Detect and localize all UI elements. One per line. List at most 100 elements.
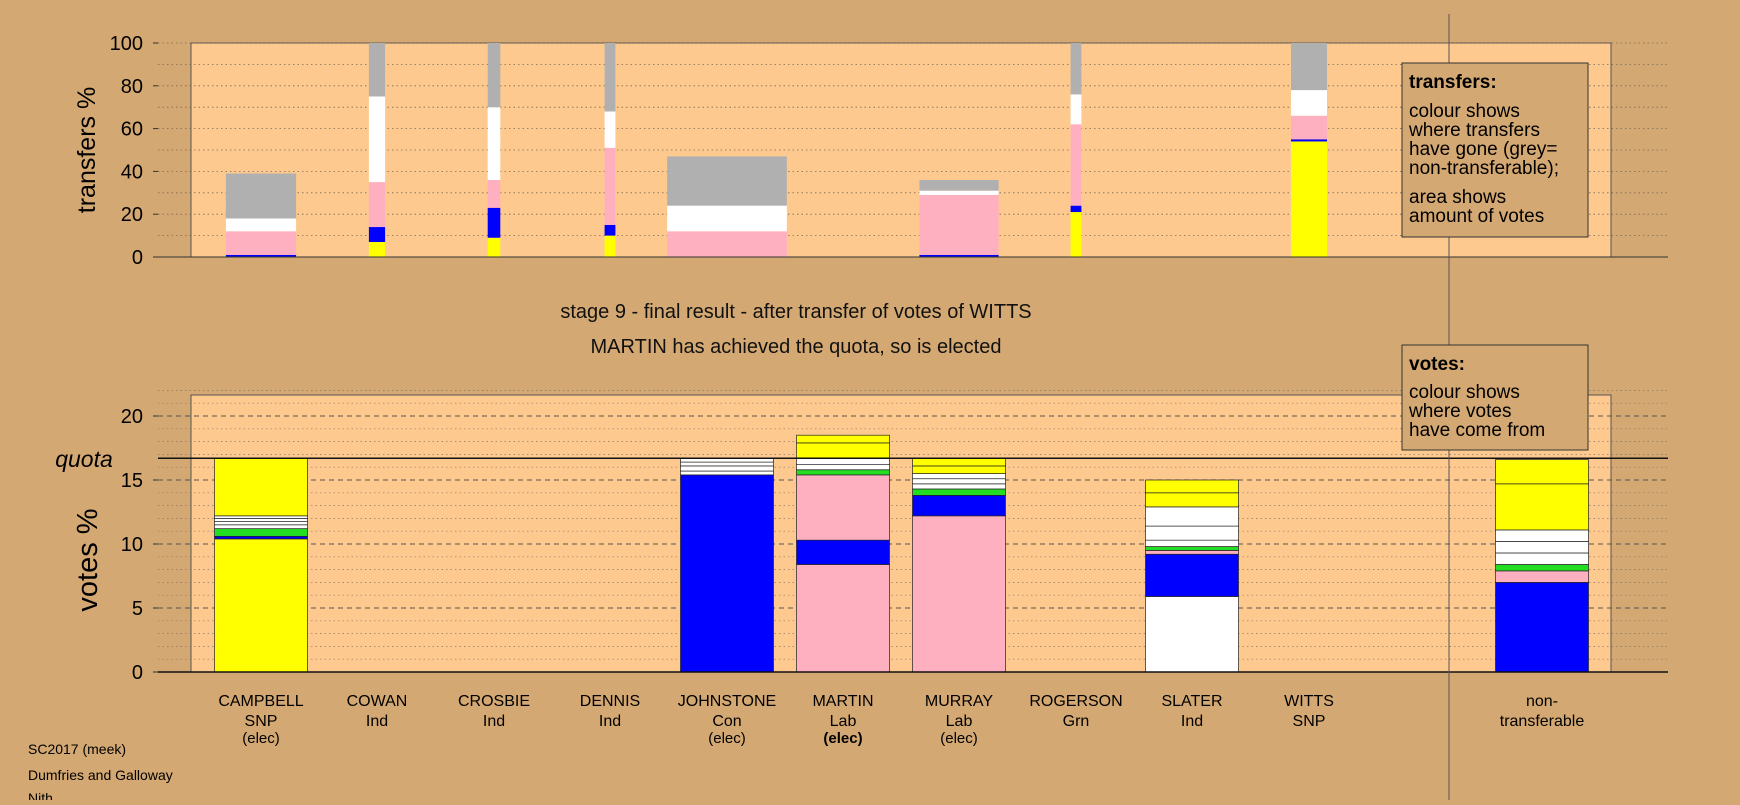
transfer-segment-rogerson [1070, 43, 1082, 95]
transfer-segment-cowan [368, 96, 386, 183]
vote-segment-campbell [214, 538, 308, 673]
vote-segment-campbell [214, 518, 308, 522]
vote-segment-slater [1145, 550, 1239, 555]
transfer-segment-johnstone [667, 156, 787, 206]
vote-segment-slater [1145, 479, 1239, 494]
vote-segment-slater [1145, 553, 1239, 597]
vote-segment-campbell [214, 524, 308, 529]
candidate-status: (elec) [823, 730, 862, 747]
transfer-segment-murray [919, 190, 999, 195]
candidate-name: SLATER [1161, 693, 1222, 710]
transfers-ytick-label: 40 [121, 161, 143, 183]
vote-segment-murray [912, 495, 1006, 517]
vote-segment-slater [1145, 596, 1239, 673]
non-transferable-label: transferable [1500, 713, 1585, 730]
transfers-legend: transfers: colour shows where transfers … [1401, 62, 1589, 238]
vote-segment-murray [912, 473, 1006, 480]
transfer-segment-cowan [368, 227, 386, 243]
transfer-segment-campbell [225, 173, 297, 219]
transfers-legend-line: area shows [1409, 187, 1506, 208]
transfer-segment-dennis [604, 235, 616, 257]
vote-segment-martin [796, 464, 890, 471]
vote-segment-martin [796, 469, 890, 476]
vote-segment-slater [1145, 506, 1239, 527]
votes-ytick-label: 0 [132, 662, 143, 684]
vote-segment-non-transferable [1495, 483, 1589, 531]
votes-legend-line: colour shows [1409, 382, 1520, 403]
transfer-segment-cowan [368, 242, 386, 257]
transfer-segment-dennis [604, 111, 616, 148]
transfer-segment-witts [1291, 139, 1327, 142]
votes-legend-heading: votes: [1409, 354, 1465, 375]
transfer-segment-witts [1291, 115, 1327, 140]
candidate-name: CAMPBELL [218, 693, 303, 710]
transfers-legend-line: where transfers [1408, 120, 1540, 141]
candidate-status: (elec) [242, 730, 280, 747]
vote-segment-non-transferable [1495, 582, 1589, 673]
votes-legend-line: where votes [1408, 401, 1511, 422]
transfers-legend-heading: transfers: [1409, 72, 1497, 93]
quota-label: quota [55, 446, 113, 472]
vote-segment-non-transferable [1495, 570, 1589, 583]
non-transferable-label: non- [1526, 693, 1558, 710]
candidate-status: (elec) [940, 730, 978, 747]
transfer-segment-rogerson [1070, 205, 1082, 213]
transfer-segment-johnstone [667, 205, 787, 232]
transfer-segment-murray [919, 254, 999, 257]
vote-segment-murray [912, 488, 1006, 496]
transfer-segment-cowan [368, 43, 386, 97]
candidate-party: Lab [946, 713, 973, 730]
candidate-party: SNP [245, 713, 278, 730]
transfers-legend-line: amount of votes [1409, 206, 1544, 227]
transfer-segment-murray [919, 194, 999, 255]
votes-legend: votes: colour shows where votes have com… [1401, 344, 1589, 451]
candidate-name: CROSBIE [458, 693, 530, 710]
transfers-legend-box [1401, 62, 1589, 238]
candidate-party: Grn [1063, 713, 1090, 730]
candidate-party: Ind [599, 713, 621, 730]
transfers-ylabel: transfers % [73, 87, 101, 213]
transfer-segment-crosbie [487, 237, 501, 257]
transfer-segment-dennis [604, 147, 616, 225]
transfer-segment-dennis [604, 224, 616, 236]
candidate-party: SNP [1293, 713, 1326, 730]
transfer-segment-crosbie [487, 207, 501, 238]
candidate-name: MARTIN [812, 693, 873, 710]
candidate-party: Ind [1181, 713, 1203, 730]
transfer-segment-rogerson [1070, 212, 1082, 257]
vote-segment-johnstone [680, 465, 774, 472]
transfer-segment-murray [919, 179, 999, 191]
transfer-segment-witts [1291, 43, 1327, 91]
vote-segment-murray [912, 457, 1006, 467]
vote-segment-non-transferable [1495, 459, 1589, 485]
votes-plot-panel [190, 394, 1612, 673]
footer-line: Dumfries and Galloway [28, 767, 173, 783]
vote-segment-campbell [214, 535, 308, 540]
transfers-legend-line: have gone (grey= [1409, 139, 1557, 160]
candidate-party: Ind [483, 713, 505, 730]
vote-segment-johnstone [680, 470, 774, 476]
vote-segment-murray [912, 465, 1006, 474]
vote-segment-johnstone [680, 461, 774, 467]
candidate-party: Lab [830, 713, 857, 730]
votes-legend-box [1401, 344, 1589, 451]
vote-segment-campbell [214, 528, 308, 537]
votes-ytick-label: 15 [121, 470, 143, 492]
transfer-segment-rogerson [1070, 124, 1082, 206]
candidate-status: (elec) [708, 730, 746, 747]
vote-segment-martin [796, 539, 890, 565]
transfer-segment-rogerson [1070, 94, 1082, 125]
candidate-name: WITTS [1284, 693, 1334, 710]
candidate-name: COWAN [347, 693, 408, 710]
votes-legend-line: have come from [1409, 420, 1545, 441]
transfers-ytick-label: 80 [121, 76, 143, 98]
transfer-segment-campbell [225, 254, 297, 257]
candidate-party: Ind [366, 713, 388, 730]
footer-line: Nith [28, 790, 53, 800]
transfers-ytick-label: 0 [132, 247, 143, 269]
transfer-segment-witts [1291, 141, 1327, 257]
votes-ytick-label: 20 [121, 406, 143, 428]
transfer-segment-johnstone [667, 231, 787, 257]
vote-segment-non-transferable [1495, 529, 1589, 542]
